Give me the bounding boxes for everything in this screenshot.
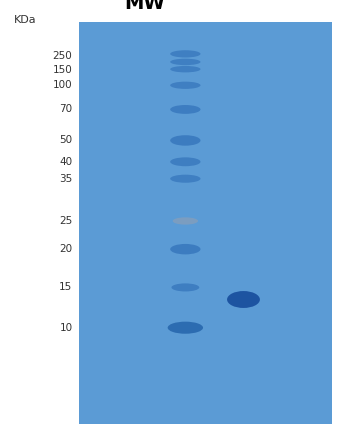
Text: 35: 35 xyxy=(59,174,72,184)
Ellipse shape xyxy=(172,284,199,291)
Text: KDa: KDa xyxy=(13,15,36,25)
Ellipse shape xyxy=(173,217,198,225)
Ellipse shape xyxy=(168,322,203,334)
Ellipse shape xyxy=(170,174,201,183)
Ellipse shape xyxy=(227,291,260,308)
Ellipse shape xyxy=(170,59,201,65)
Text: 15: 15 xyxy=(59,282,72,292)
Ellipse shape xyxy=(170,244,201,255)
Ellipse shape xyxy=(170,50,201,58)
Text: 50: 50 xyxy=(59,136,72,145)
Text: MW: MW xyxy=(124,0,165,13)
Ellipse shape xyxy=(170,157,201,166)
Ellipse shape xyxy=(170,105,201,114)
Text: 70: 70 xyxy=(59,104,72,114)
Ellipse shape xyxy=(170,66,201,72)
Text: 40: 40 xyxy=(59,157,72,167)
Text: 150: 150 xyxy=(53,65,72,75)
Ellipse shape xyxy=(170,135,201,145)
Text: 25: 25 xyxy=(59,216,72,226)
Text: 10: 10 xyxy=(59,323,72,333)
Text: 250: 250 xyxy=(53,51,72,61)
Text: 100: 100 xyxy=(53,80,72,90)
Ellipse shape xyxy=(170,82,201,89)
Text: 20: 20 xyxy=(59,244,72,254)
